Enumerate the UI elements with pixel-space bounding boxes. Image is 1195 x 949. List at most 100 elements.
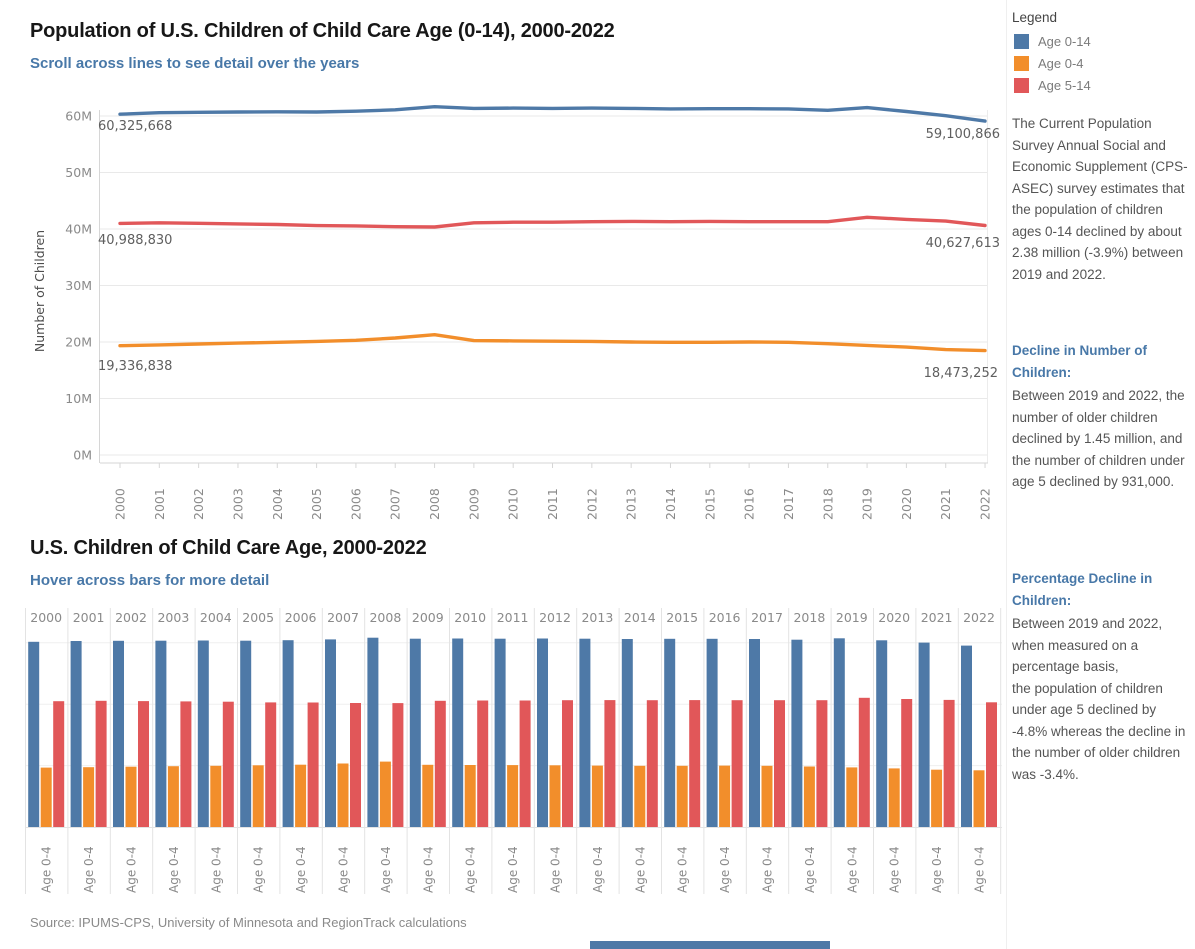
bar-2007-age-0-4[interactable] — [337, 763, 349, 828]
annotation-age04-start: 19,336,838 — [98, 359, 173, 374]
bar-2018-age-0-4[interactable] — [803, 766, 815, 828]
bar-2005-age-0-4[interactable] — [252, 765, 264, 827]
bar-year-label: 2021 — [921, 610, 953, 625]
bar-2006-age-5-14[interactable] — [307, 702, 319, 828]
bar-2002-age-5-14[interactable] — [138, 701, 149, 827]
bar-2004-age-0-14[interactable] — [197, 640, 209, 828]
bar-2000-age-0-14[interactable] — [28, 641, 40, 827]
x-tick-label: 2007 — [388, 488, 403, 520]
bar-2014-age-0-14[interactable] — [621, 639, 633, 827]
sidebar — [1006, 0, 1195, 949]
bar-group-label: Age 0-4 — [591, 846, 605, 893]
bar-2002-age-0-14[interactable] — [113, 640, 124, 827]
bar-2018-age-5-14[interactable] — [816, 700, 828, 827]
bar-2016-age-0-4[interactable] — [719, 765, 731, 827]
bar-2017-age-0-4[interactable] — [761, 765, 773, 827]
bar-year-label: 2008 — [369, 610, 401, 625]
bar-2013-age-0-4[interactable] — [591, 765, 603, 827]
bar-2017-age-0-14[interactable] — [749, 639, 760, 827]
bar-2007-age-5-14[interactable] — [350, 703, 361, 827]
bar-2012-age-5-14[interactable] — [562, 700, 573, 827]
bar-2011-age-0-14[interactable] — [494, 638, 506, 827]
bar-2015-age-5-14[interactable] — [689, 700, 701, 827]
line-series-age-0-4[interactable] — [118, 332, 987, 353]
y-tick-label: 20M — [65, 335, 92, 350]
bar-group-label: Age 0-4 — [379, 846, 393, 893]
bar-2004-age-5-14[interactable] — [222, 701, 234, 827]
bar-2005-age-5-14[interactable] — [265, 702, 277, 827]
bar-2000-age-0-4[interactable] — [40, 767, 52, 827]
bar-2019-age-5-14[interactable] — [858, 697, 870, 827]
bar-2021-age-5-14[interactable] — [943, 699, 955, 827]
bar-2009-age-5-14[interactable] — [434, 700, 446, 827]
bar-chart: 2000 2001 2002 2003 2004 2005 2006 2007 2008 2009… — [25, 608, 1002, 894]
bar-2004-age-0-4[interactable] — [210, 765, 222, 827]
bar-2022-age-0-14[interactable] — [961, 645, 972, 827]
bar-2013-age-0-14[interactable] — [579, 638, 591, 827]
legend-label: Age 5-14 — [1038, 78, 1091, 93]
bar-2021-age-0-14[interactable] — [918, 642, 930, 827]
y-axis-title: Number of Children — [32, 230, 47, 352]
bar-2016-age-0-14[interactable] — [706, 638, 718, 827]
bar-2020-age-5-14[interactable] — [901, 699, 913, 827]
bar-group-label: Age 0-4 — [337, 846, 351, 893]
bar-2010-age-0-4[interactable] — [464, 765, 476, 827]
x-tick-label: 2002 — [191, 488, 206, 520]
bar-year-label: 2003 — [157, 610, 189, 625]
bar-group-label: Age 0-4 — [125, 846, 139, 893]
bar-2017-age-5-14[interactable] — [774, 700, 785, 827]
bar-2010-age-5-14[interactable] — [477, 700, 489, 828]
bar-2014-age-0-4[interactable] — [634, 765, 646, 827]
bar-2002-age-0-4[interactable] — [125, 766, 137, 827]
sidebar-percentage-heading: Percentage Decline in Children: — [1012, 571, 1153, 608]
bar-2001-age-0-4[interactable] — [83, 767, 95, 827]
bar-year-label: 2014 — [624, 610, 656, 625]
x-tick-label: 2015 — [702, 488, 717, 520]
bar-2003-age-0-14[interactable] — [155, 640, 167, 827]
bar-2009-age-0-4[interactable] — [422, 764, 434, 827]
bar-year-label: 2019 — [836, 610, 868, 625]
bar-2012-age-0-4[interactable] — [549, 765, 561, 827]
bar-2015-age-0-4[interactable] — [676, 765, 688, 827]
bar-2007-age-0-14[interactable] — [325, 639, 336, 827]
bar-2001-age-0-14[interactable] — [70, 641, 82, 827]
bar-2020-age-0-4[interactable] — [888, 768, 900, 827]
bar-2011-age-5-14[interactable] — [519, 700, 531, 828]
bar-2019-age-0-14[interactable] — [833, 638, 845, 827]
bar-2003-age-0-4[interactable] — [167, 766, 179, 827]
x-tick-label: 2003 — [230, 488, 245, 520]
bar-group-label: Age 0-4 — [252, 846, 266, 893]
bar-2009-age-0-14[interactable] — [409, 638, 421, 827]
bar-2021-age-0-4[interactable] — [931, 769, 943, 827]
bar-2015-age-0-14[interactable] — [664, 638, 676, 827]
bar-2022-age-5-14[interactable] — [986, 702, 997, 827]
bar-2022-age-0-4[interactable] — [973, 770, 985, 827]
bar-2011-age-0-4[interactable] — [507, 765, 519, 827]
line-series-age-5-14[interactable] — [118, 215, 987, 229]
bar-2006-age-0-4[interactable] — [295, 764, 307, 827]
bar-2020-age-0-14[interactable] — [876, 640, 888, 827]
bar-2008-age-0-4[interactable] — [379, 761, 391, 827]
bar-2006-age-0-14[interactable] — [282, 640, 294, 827]
bar-group-label: Age 0-4 — [761, 846, 775, 893]
bar-2008-age-0-14[interactable] — [367, 637, 379, 827]
y-tick-label: 10M — [65, 391, 92, 406]
horizontal-scrollbar[interactable] — [590, 941, 830, 949]
bar-2014-age-5-14[interactable] — [646, 700, 658, 827]
bar-2012-age-0-14[interactable] — [537, 638, 548, 828]
bar-2008-age-5-14[interactable] — [392, 703, 404, 827]
bar-year-label: 2017 — [751, 610, 783, 625]
bar-2016-age-5-14[interactable] — [731, 700, 743, 827]
sidebar-decline-heading: Decline in Number of Children: — [1012, 343, 1148, 380]
bar-2000-age-5-14[interactable] — [53, 701, 65, 827]
bar-2001-age-5-14[interactable] — [95, 700, 107, 827]
bar-2010-age-0-14[interactable] — [452, 638, 464, 828]
line-series-age-0-14[interactable] — [118, 105, 987, 123]
bar-2013-age-5-14[interactable] — [604, 700, 616, 827]
x-tick-label: 2016 — [742, 488, 757, 520]
bar-2019-age-0-4[interactable] — [846, 767, 858, 827]
y-tick-label: 60M — [65, 109, 92, 124]
bar-2018-age-0-14[interactable] — [791, 639, 803, 827]
bar-2005-age-0-14[interactable] — [240, 640, 252, 827]
bar-2003-age-5-14[interactable] — [180, 701, 192, 827]
